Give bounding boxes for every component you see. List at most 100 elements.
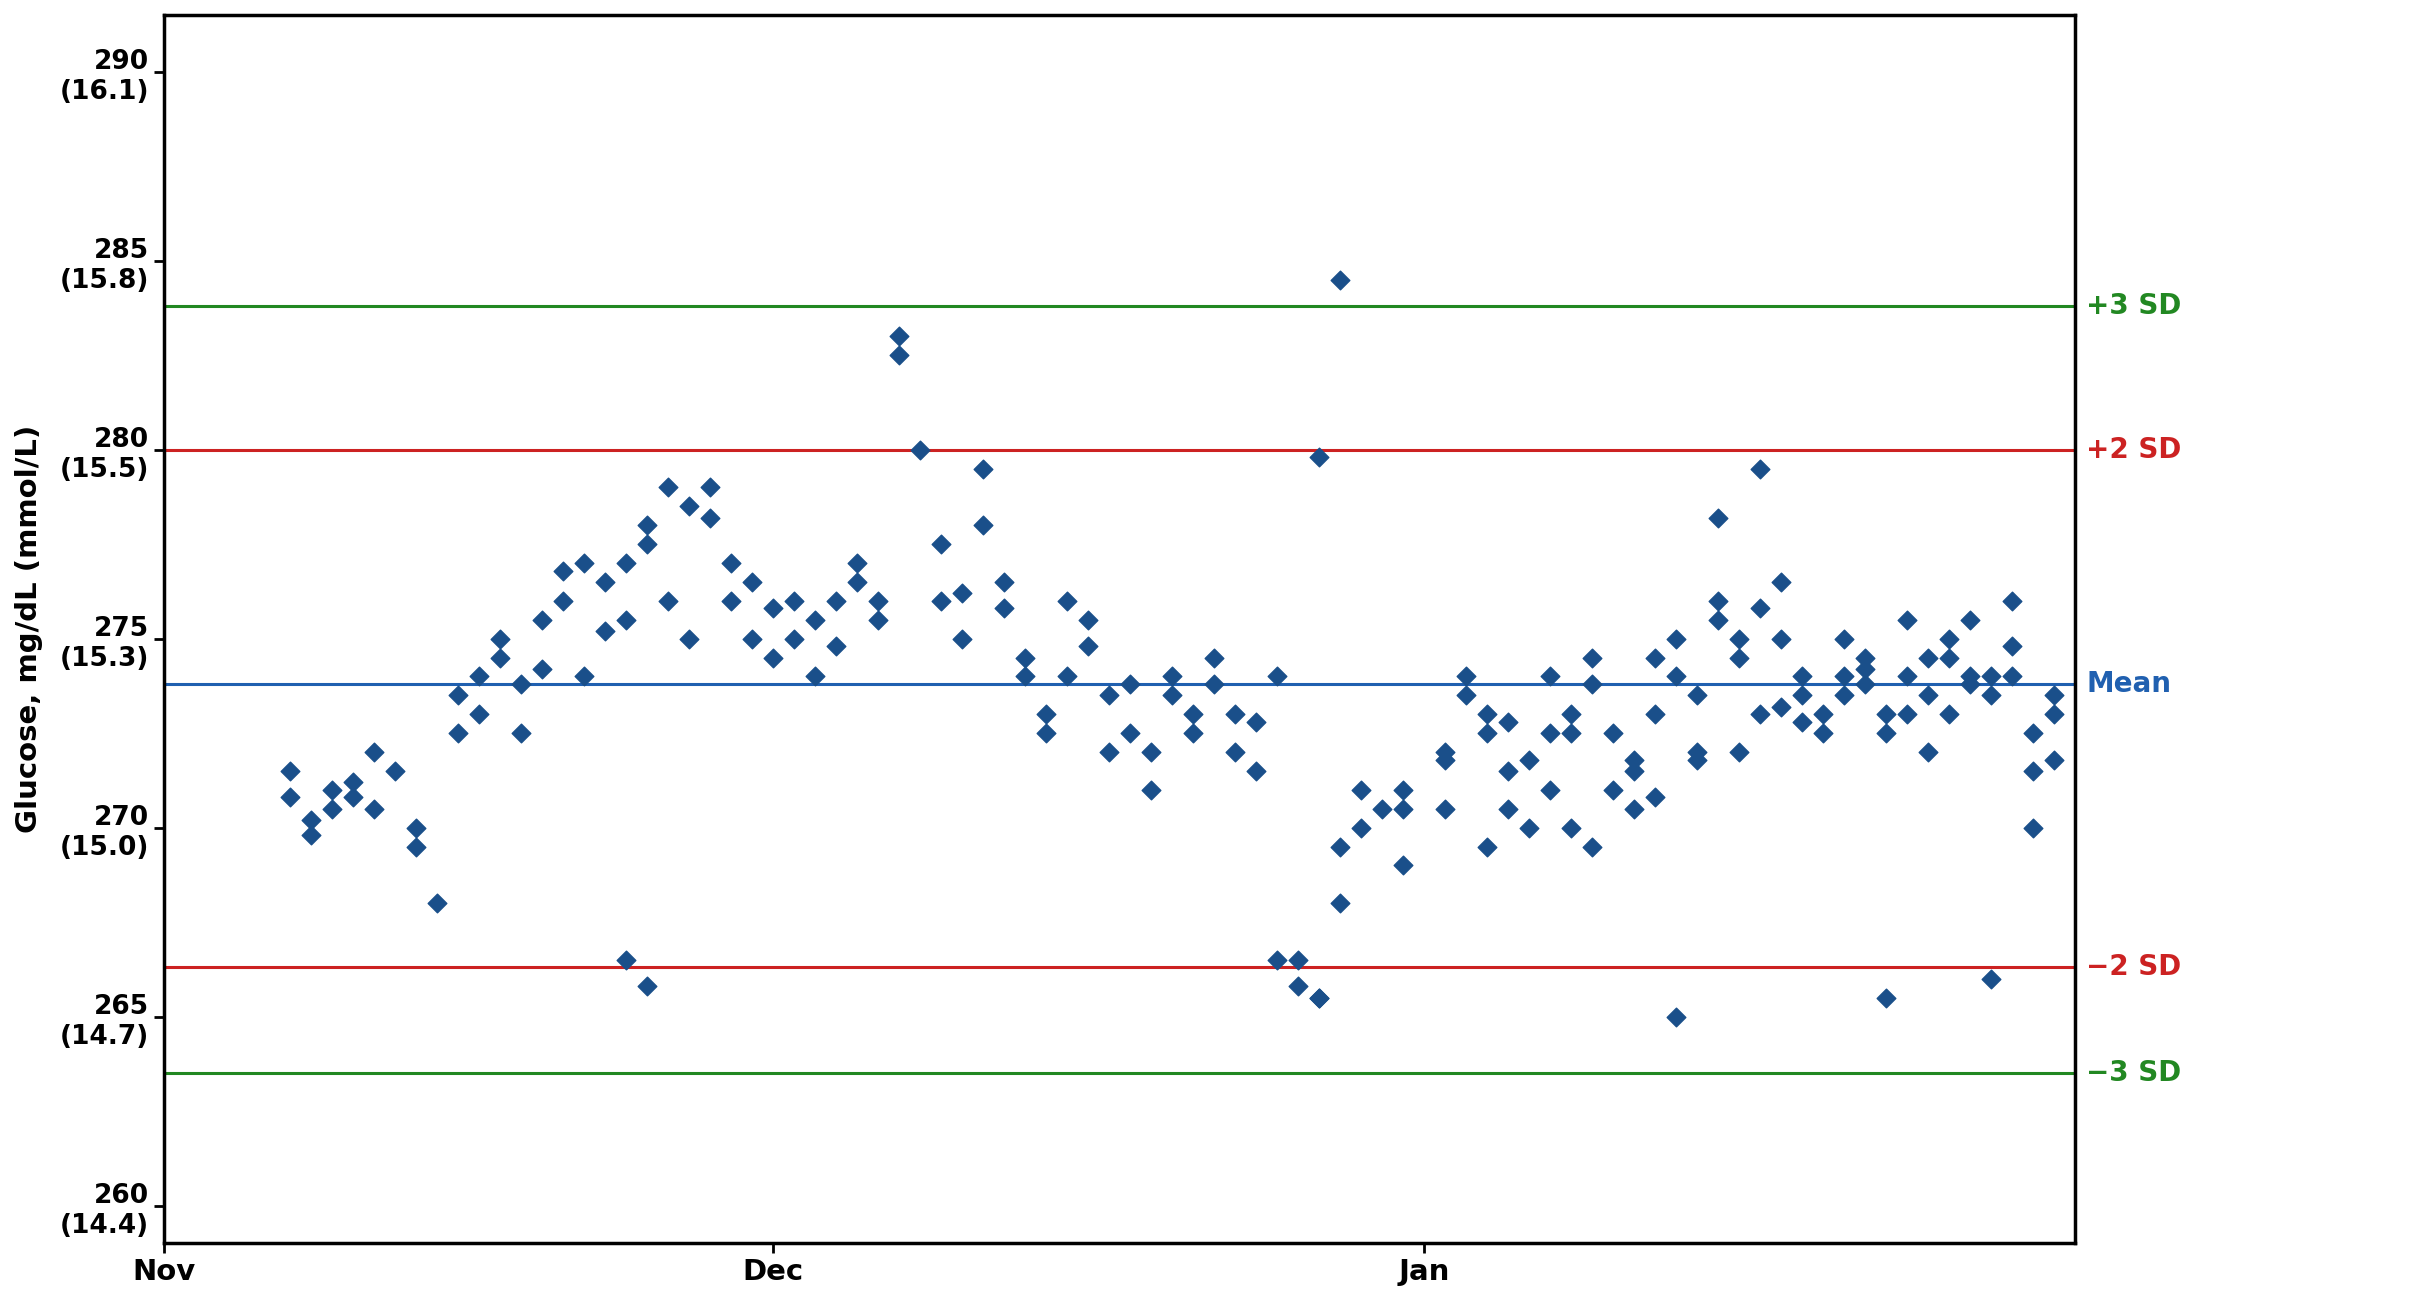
Point: [1740, 704, 1779, 725]
Point: [649, 591, 688, 611]
Point: [1279, 950, 1318, 971]
Point: [311, 779, 350, 800]
Point: [1909, 647, 1948, 667]
Point: [838, 553, 876, 574]
Point: [1929, 647, 1967, 667]
Point: [1154, 666, 1193, 687]
Point: [396, 817, 435, 838]
Point: [1929, 704, 1967, 725]
Point: [521, 609, 560, 630]
Point: [355, 799, 393, 820]
Point: [1364, 799, 1403, 820]
Point: [941, 628, 980, 649]
Point: [628, 515, 666, 536]
Point: [396, 837, 435, 857]
Point: [1929, 628, 1967, 649]
Point: [1427, 799, 1465, 820]
Point: [1574, 674, 1613, 695]
Point: [731, 571, 770, 592]
Point: [816, 591, 855, 611]
Point: [985, 571, 1024, 592]
Text: Mean: Mean: [2086, 670, 2170, 699]
Point: [1847, 647, 1885, 667]
Point: [502, 674, 541, 695]
Point: [543, 591, 582, 611]
Point: [1615, 799, 1654, 820]
Point: [1951, 666, 1989, 687]
Point: [606, 609, 645, 630]
Point: [2035, 704, 2074, 725]
Point: [1678, 684, 1716, 705]
Point: [1132, 779, 1171, 800]
Point: [1530, 723, 1569, 744]
Point: [1173, 723, 1212, 744]
Point: [1888, 704, 1926, 725]
Point: [1530, 779, 1569, 800]
Point: [459, 666, 497, 687]
Point: [1719, 628, 1757, 649]
Point: [1258, 666, 1296, 687]
Point: [2013, 723, 2052, 744]
Point: [1026, 723, 1065, 744]
Point: [377, 761, 415, 782]
Point: [1740, 458, 1779, 479]
Point: [292, 809, 331, 830]
Point: [1089, 684, 1127, 705]
Text: +3 SD: +3 SD: [2086, 291, 2182, 320]
Point: [1007, 666, 1045, 687]
Point: [311, 799, 350, 820]
Point: [1468, 837, 1506, 857]
Point: [963, 515, 1002, 536]
Point: [1427, 749, 1465, 770]
Point: [1217, 742, 1255, 762]
Point: [1173, 704, 1212, 725]
Point: [1509, 817, 1547, 838]
Point: [1048, 666, 1086, 687]
Point: [1069, 636, 1108, 657]
Point: [1299, 446, 1337, 467]
Point: [1530, 666, 1569, 687]
Point: [1217, 704, 1255, 725]
Point: [1803, 704, 1842, 725]
Point: [1888, 666, 1926, 687]
Point: [1320, 892, 1359, 913]
Point: [1866, 723, 1905, 744]
Point: [649, 477, 688, 498]
Point: [879, 325, 917, 346]
Point: [1489, 712, 1528, 732]
Point: [439, 684, 478, 705]
Point: [1784, 712, 1823, 732]
Point: [1825, 666, 1864, 687]
Point: [1784, 666, 1823, 687]
Point: [859, 591, 898, 611]
Point: [1637, 647, 1675, 667]
Point: [521, 658, 560, 679]
Point: [1258, 950, 1296, 971]
Point: [2035, 749, 2074, 770]
Point: [1007, 647, 1045, 667]
Point: [565, 553, 604, 574]
Point: [1847, 674, 1885, 695]
Point: [1637, 787, 1675, 808]
Point: [1195, 674, 1234, 695]
Point: [565, 666, 604, 687]
Point: [712, 553, 751, 574]
Point: [1656, 1006, 1695, 1026]
Point: [712, 591, 751, 611]
Point: [1299, 987, 1337, 1008]
Y-axis label: Glucose, mg/dL (mmol/L): Glucose, mg/dL (mmol/L): [14, 425, 43, 834]
Point: [1972, 968, 2011, 989]
Point: [797, 666, 835, 687]
Point: [1740, 598, 1779, 619]
Point: [1110, 723, 1149, 744]
Point: [1699, 507, 1738, 528]
Point: [1489, 761, 1528, 782]
Point: [941, 583, 980, 604]
Point: [1132, 742, 1171, 762]
Point: [1825, 628, 1864, 649]
Point: [543, 561, 582, 582]
Point: [1110, 674, 1149, 695]
Point: [1678, 742, 1716, 762]
Point: [690, 507, 729, 528]
Point: [1552, 817, 1591, 838]
